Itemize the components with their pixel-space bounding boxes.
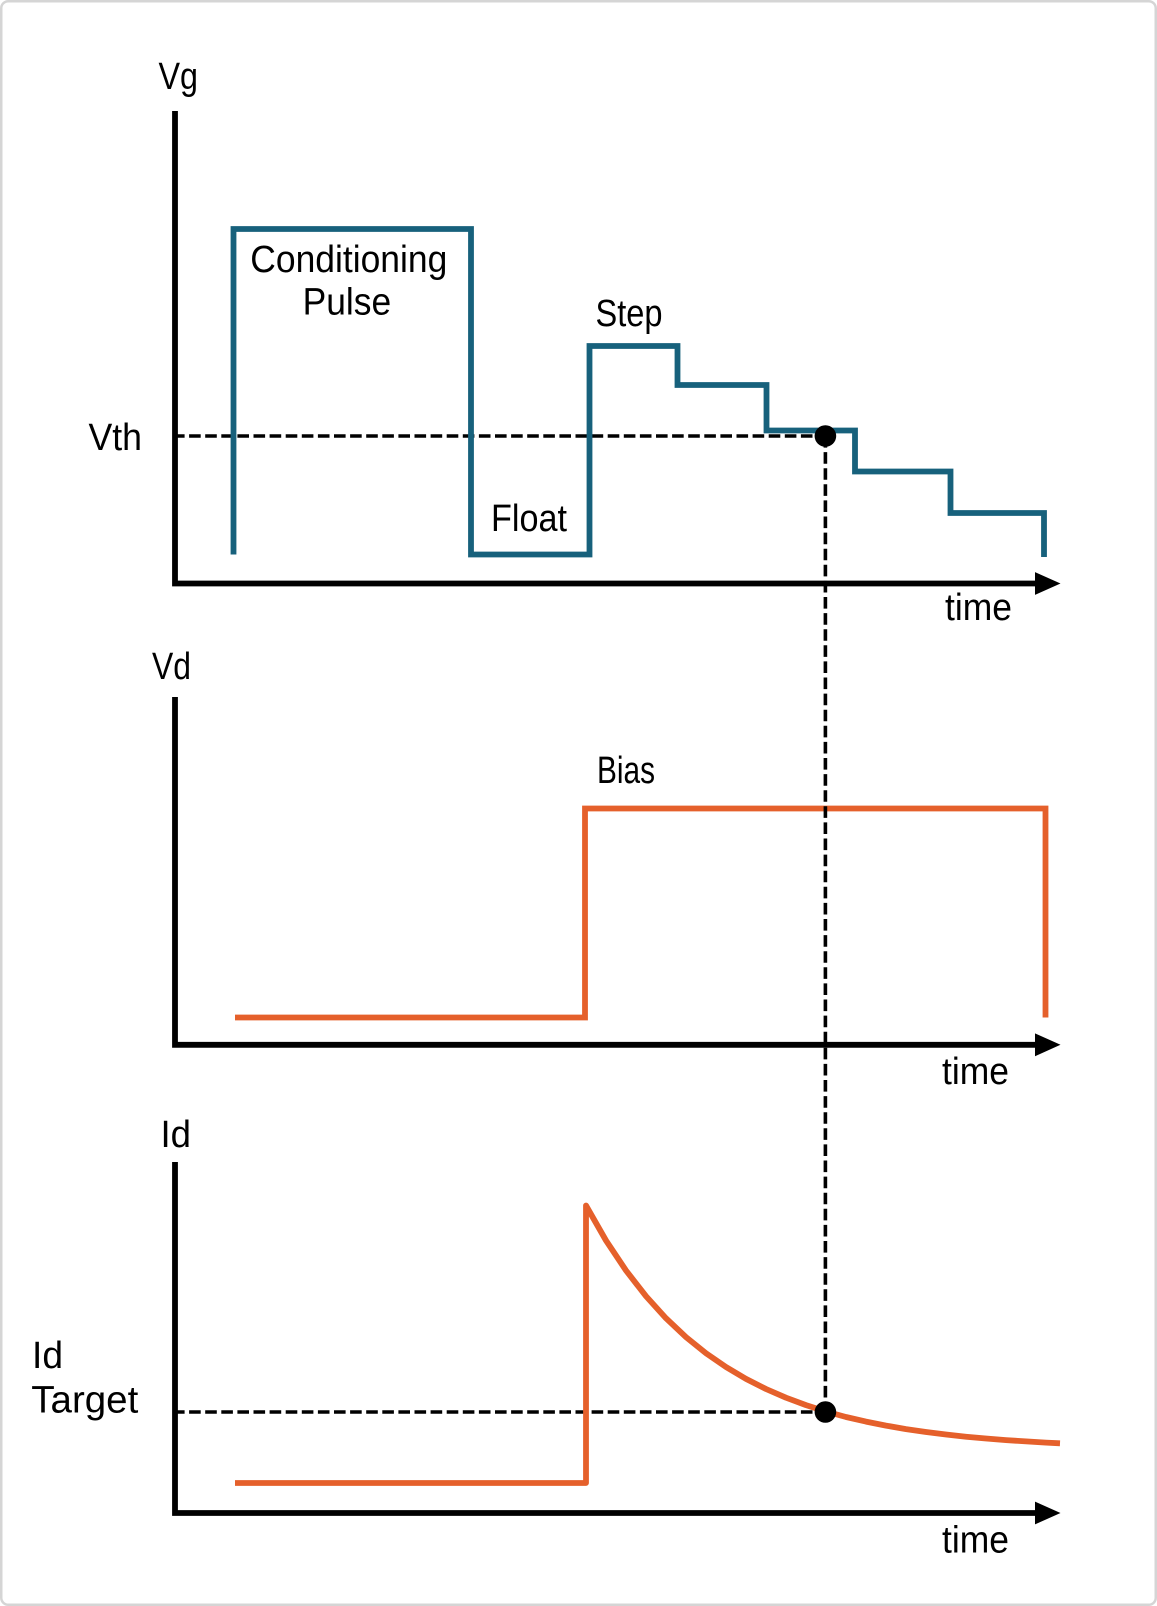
svg-text:Vd: Vd bbox=[152, 646, 191, 688]
svg-text:time: time bbox=[942, 1051, 1009, 1093]
svg-text:Vg: Vg bbox=[159, 56, 199, 98]
svg-text:Pulse: Pulse bbox=[303, 282, 392, 324]
svg-text:time: time bbox=[942, 1520, 1009, 1562]
svg-text:Target: Target bbox=[31, 1380, 138, 1422]
svg-text:Id: Id bbox=[161, 1114, 192, 1156]
svg-text:Bias: Bias bbox=[597, 750, 655, 792]
svg-text:time: time bbox=[945, 587, 1012, 629]
svg-text:Conditioning: Conditioning bbox=[250, 239, 447, 281]
svg-text:Vth: Vth bbox=[89, 417, 143, 459]
svg-text:Step: Step bbox=[596, 293, 663, 335]
svg-text:Float: Float bbox=[491, 498, 567, 540]
svg-text:Id: Id bbox=[32, 1335, 63, 1377]
